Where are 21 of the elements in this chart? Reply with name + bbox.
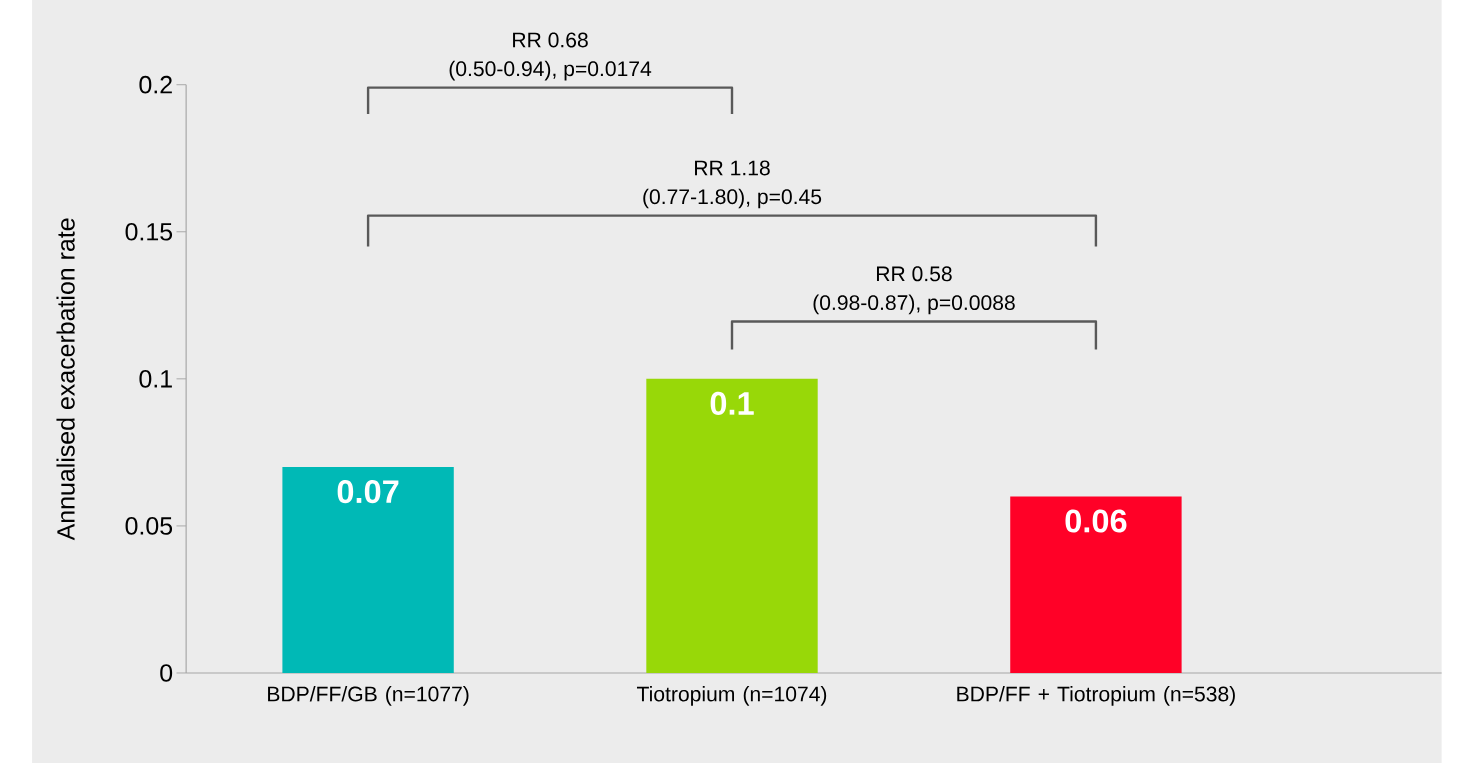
data-label: 0.07 bbox=[337, 479, 399, 503]
y-tick-label: 0 bbox=[160, 663, 173, 682]
x-tick-label: BDP/FF/GB (n=1077) bbox=[268, 685, 469, 706]
x-tick-label: BDP/FF + Tiotropium (n=538) bbox=[957, 685, 1235, 706]
text: RR 0.68 bbox=[513, 32, 588, 48]
data-label: 0.1 bbox=[710, 391, 754, 415]
text: (0.50-0.94), p=0.0174 bbox=[449, 60, 652, 81]
x-tick-label: Tiotropium (n=1074) bbox=[636, 685, 827, 706]
y-axis-title: Annualised exacerbation rate bbox=[56, 218, 75, 541]
bar bbox=[282, 466, 454, 673]
data-label: 0.06 bbox=[1065, 509, 1127, 533]
y-tick-label: 0.05 bbox=[125, 516, 173, 535]
bar bbox=[646, 378, 818, 673]
annotation: (0.98-0.87), p=0.0088 bbox=[813, 294, 1015, 315]
y-tick-label: 0.1 bbox=[139, 369, 172, 388]
y-tick-label: 0.2 bbox=[139, 75, 172, 94]
y-tick-label: 0.15 bbox=[125, 222, 173, 241]
annotation: (0.77-1.80), p=0.45 bbox=[643, 188, 822, 209]
bar bbox=[1010, 496, 1182, 673]
annotation: RR 1.18 bbox=[695, 160, 770, 176]
annotation: RR 0.58 bbox=[876, 266, 952, 282]
